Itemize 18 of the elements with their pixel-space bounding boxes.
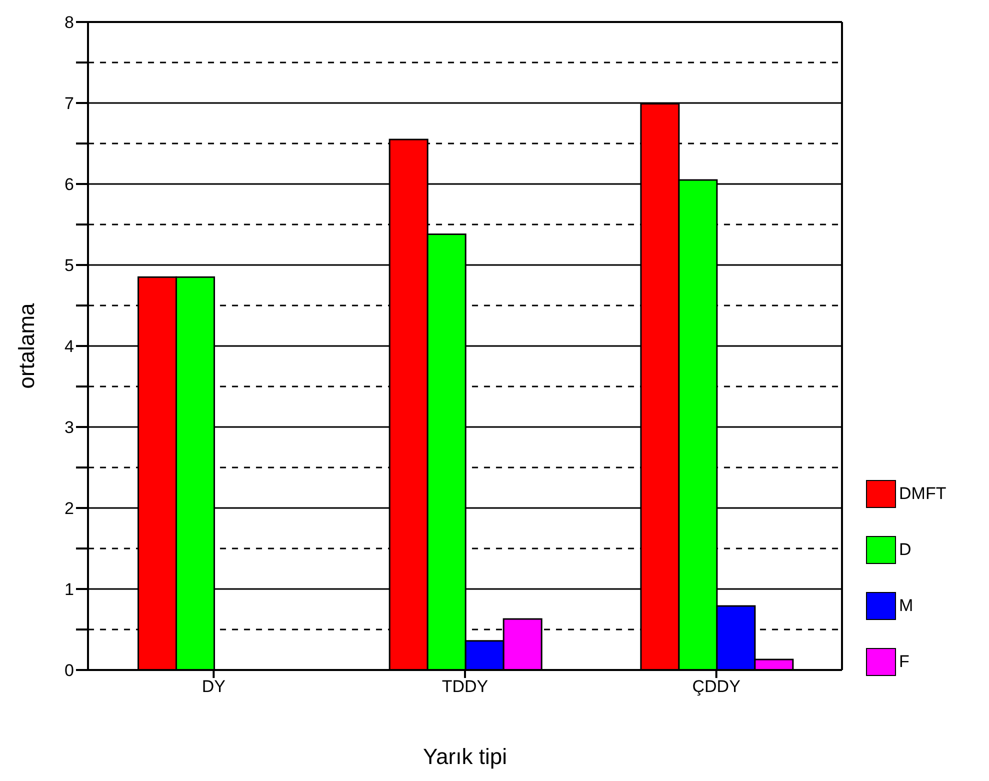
legend-label: F	[899, 652, 910, 672]
y-tick-label: 7	[64, 94, 74, 114]
x-axis-title: Yarık tipi	[423, 744, 507, 769]
x-tick-label: DY	[202, 677, 226, 696]
y-tick-label: 5	[64, 256, 74, 276]
y-tick-label: 3	[64, 418, 74, 438]
y-axis-title: ortalama	[14, 302, 39, 389]
y-tick-label: 1	[64, 580, 74, 600]
y-tick-label: 6	[64, 175, 74, 194]
x-tick-label: ÇDDY	[692, 677, 740, 696]
legend-label: M	[899, 596, 914, 616]
y-tick-label: 0	[64, 661, 74, 680]
legend-label: DMFT	[899, 484, 946, 504]
legend-label: D	[899, 540, 912, 560]
y-tick-label: 8	[64, 13, 74, 32]
y-tick-label: 2	[64, 499, 74, 518]
x-tick-label: TDDY	[442, 677, 488, 696]
y-tick-label: 4	[64, 337, 74, 356]
